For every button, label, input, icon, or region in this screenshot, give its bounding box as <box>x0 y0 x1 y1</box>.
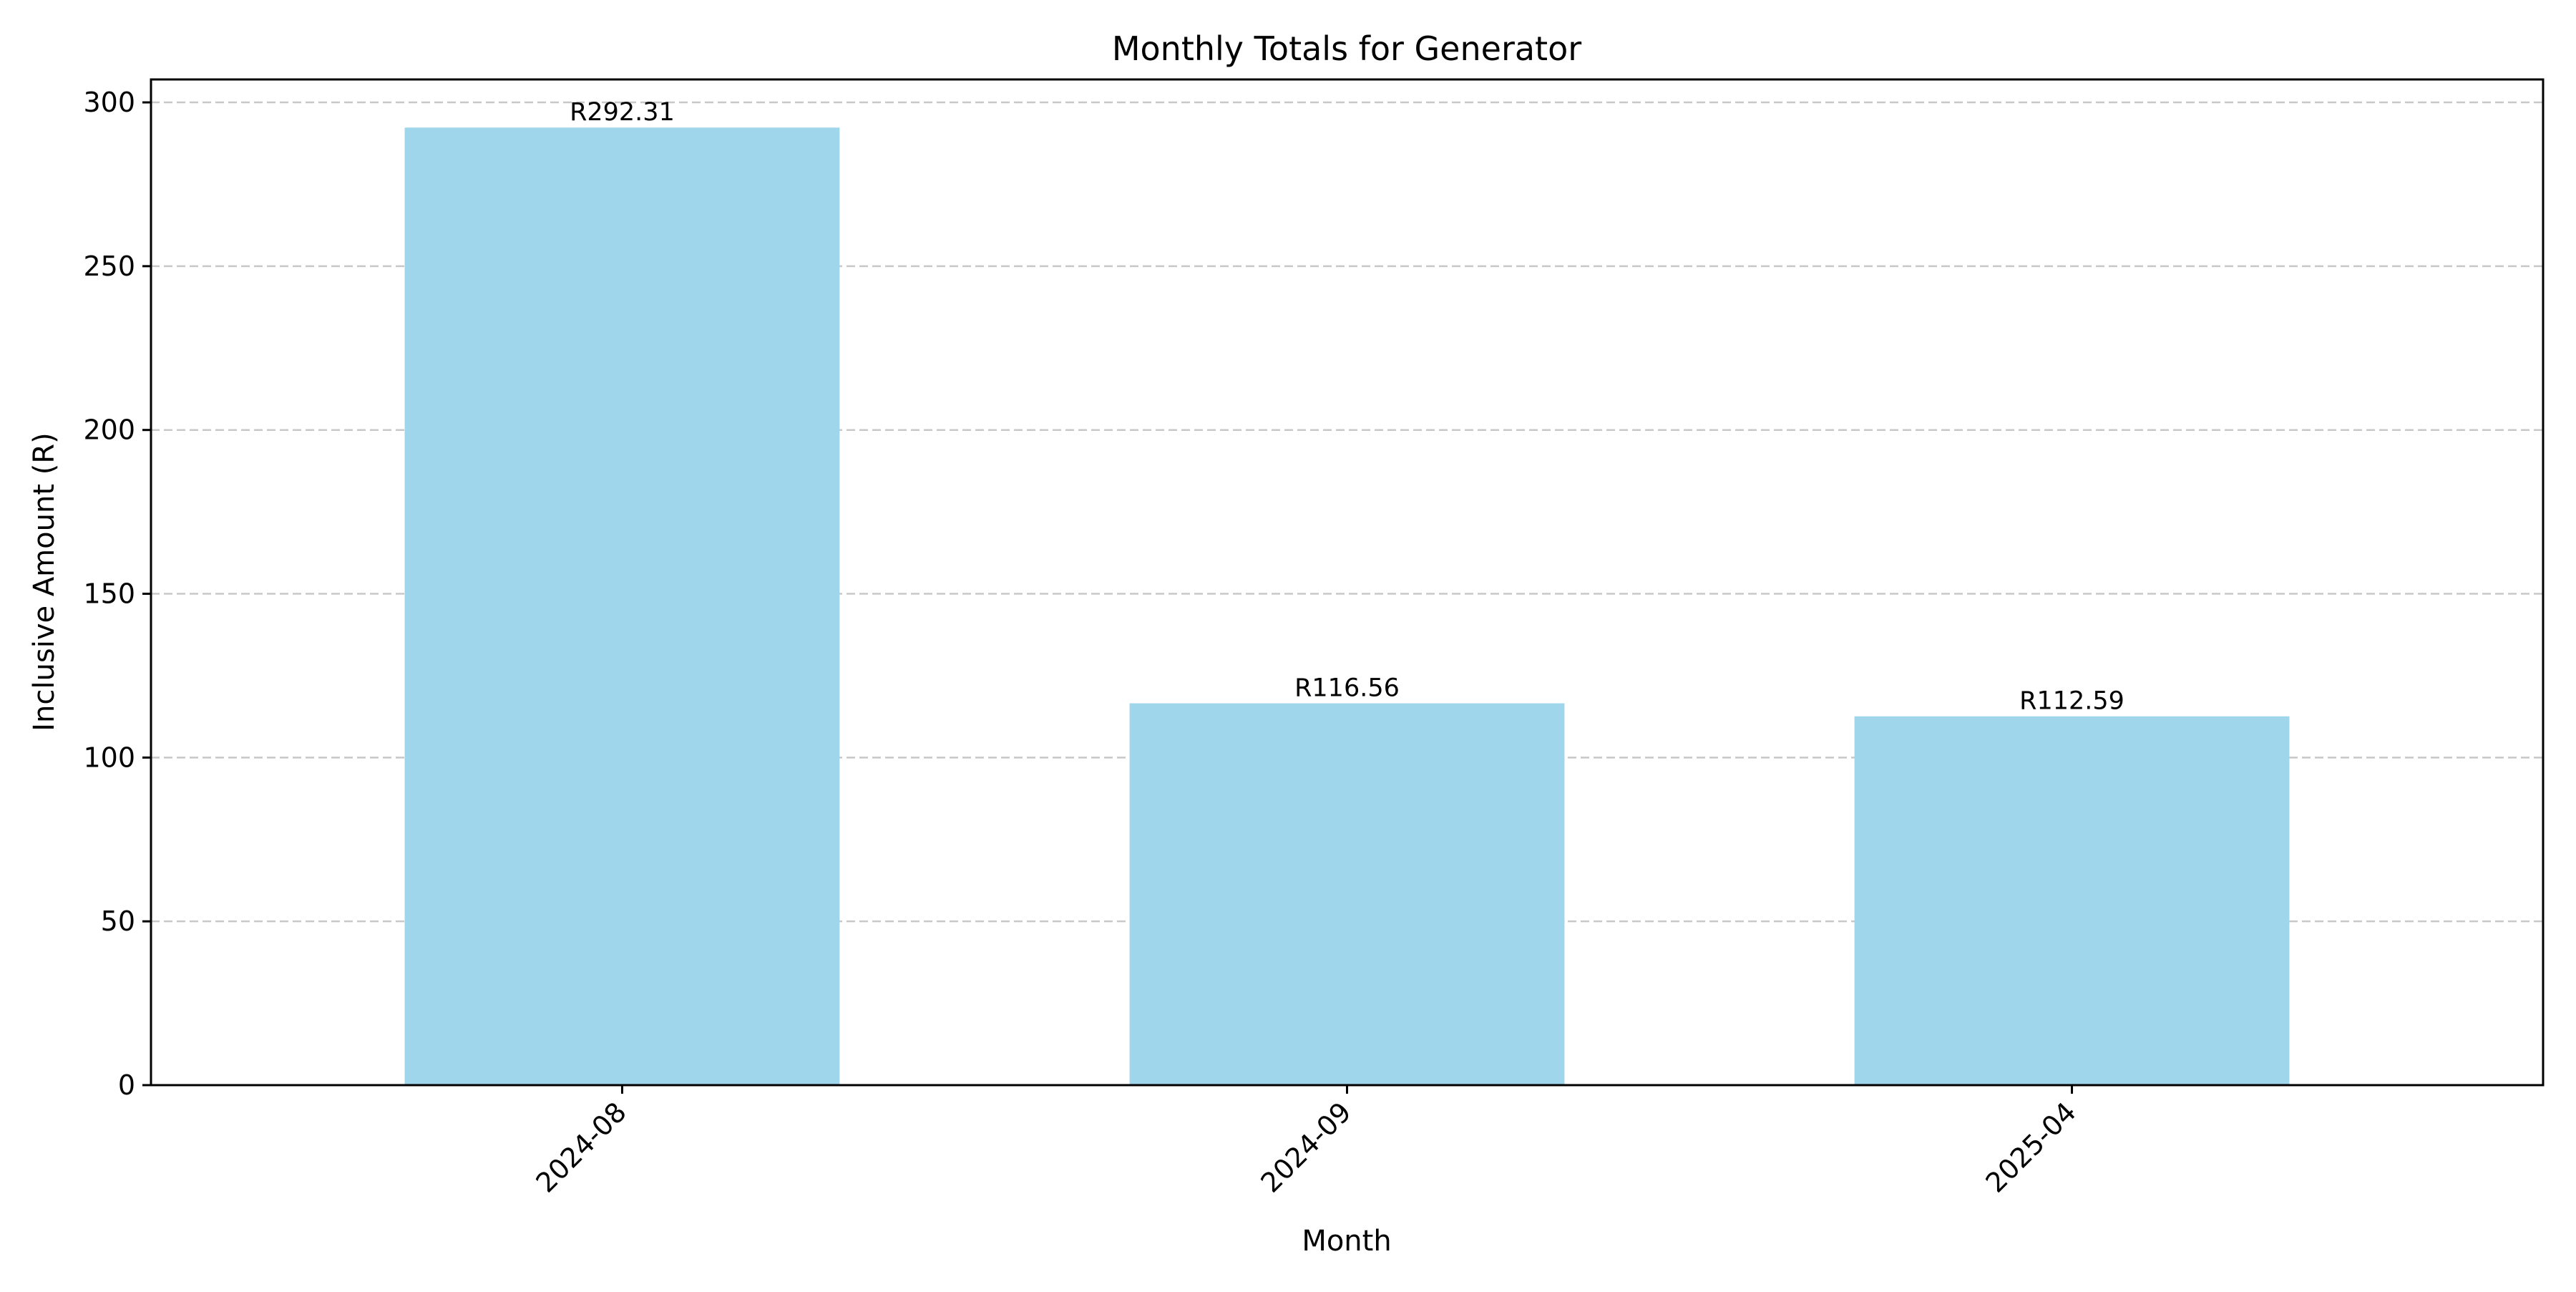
x-axis-label: Month <box>1302 1225 1391 1258</box>
bar-2025-04 <box>1854 716 2290 1085</box>
x-tick-label: 2025-04 <box>1980 1096 2082 1198</box>
bar-value-label: R112.59 <box>2019 687 2124 716</box>
x-axis-ticks: 2024-08 2024-09 2025-04 <box>530 1085 2082 1199</box>
y-tick-label: 0 <box>118 1069 135 1101</box>
y-tick-label: 150 <box>83 578 135 610</box>
bar-2024-09 <box>1129 703 1565 1085</box>
y-tick-label: 50 <box>101 905 135 937</box>
y-axis-label: Inclusive Amount (R) <box>28 432 61 731</box>
y-tick-label: 250 <box>83 251 135 282</box>
y-tick-label: 100 <box>83 742 135 773</box>
bar-value-label: R116.56 <box>1294 674 1400 703</box>
y-axis-ticks: 0 50 100 150 200 250 300 <box>83 87 151 1101</box>
y-tick-label: 200 <box>83 414 135 446</box>
x-tick-label: 2024-08 <box>530 1096 632 1198</box>
bar-value-labels: R292.31 R116.56 R112.59 <box>570 98 2124 715</box>
bar-value-label: R292.31 <box>570 98 675 127</box>
x-tick-label: 2024-09 <box>1254 1096 1357 1198</box>
y-tick-label: 300 <box>83 87 135 118</box>
bars <box>404 127 2290 1085</box>
chart-title: Monthly Totals for Generator <box>1112 29 1581 68</box>
bar-2024-08 <box>404 127 840 1085</box>
